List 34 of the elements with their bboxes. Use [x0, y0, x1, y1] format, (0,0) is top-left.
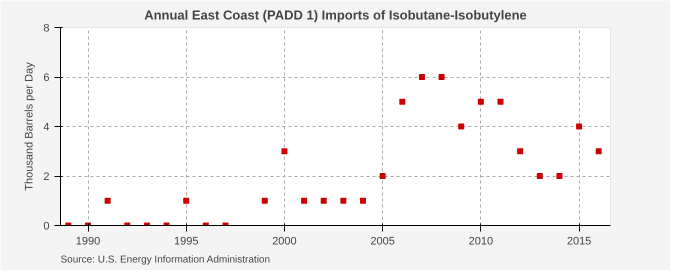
point — [536, 173, 543, 179]
point — [576, 124, 582, 130]
point — [183, 198, 190, 204]
point — [104, 198, 111, 204]
y-tick-label: 8 — [43, 22, 50, 34]
point — [478, 98, 484, 105]
point — [380, 173, 386, 179]
y-tick-label: 2 — [43, 171, 50, 183]
point — [320, 198, 327, 204]
point — [438, 74, 445, 80]
point — [556, 173, 562, 179]
point — [340, 198, 346, 204]
y-tick-label: 0 — [43, 220, 50, 232]
source-note: Source: U.S. Energy Information Administration — [60, 254, 270, 266]
x-tick-label: 2005 — [370, 236, 395, 248]
x-tick-label: 2015 — [566, 236, 592, 248]
point — [262, 198, 268, 204]
point — [399, 98, 406, 105]
y-tick-label: 4 — [43, 122, 50, 134]
x-tick-label: 1990 — [76, 236, 100, 248]
point — [458, 124, 464, 130]
chart-title: Annual East Coast (PADD 1) Imports of Isobutane-Isobutylene — [144, 8, 527, 22]
x-tick-label: 2010 — [468, 236, 494, 248]
y-axis-title: Thousand Barrels per Day — [23, 62, 36, 191]
point — [498, 98, 504, 105]
point — [517, 148, 524, 154]
y-tick-label: 6 — [43, 72, 50, 84]
point — [301, 198, 308, 204]
point — [360, 198, 366, 204]
point — [281, 148, 288, 154]
x-tick-label: 2000 — [272, 236, 297, 248]
point — [418, 74, 425, 80]
point — [596, 148, 602, 154]
x-tick-label: 1995 — [174, 236, 198, 248]
